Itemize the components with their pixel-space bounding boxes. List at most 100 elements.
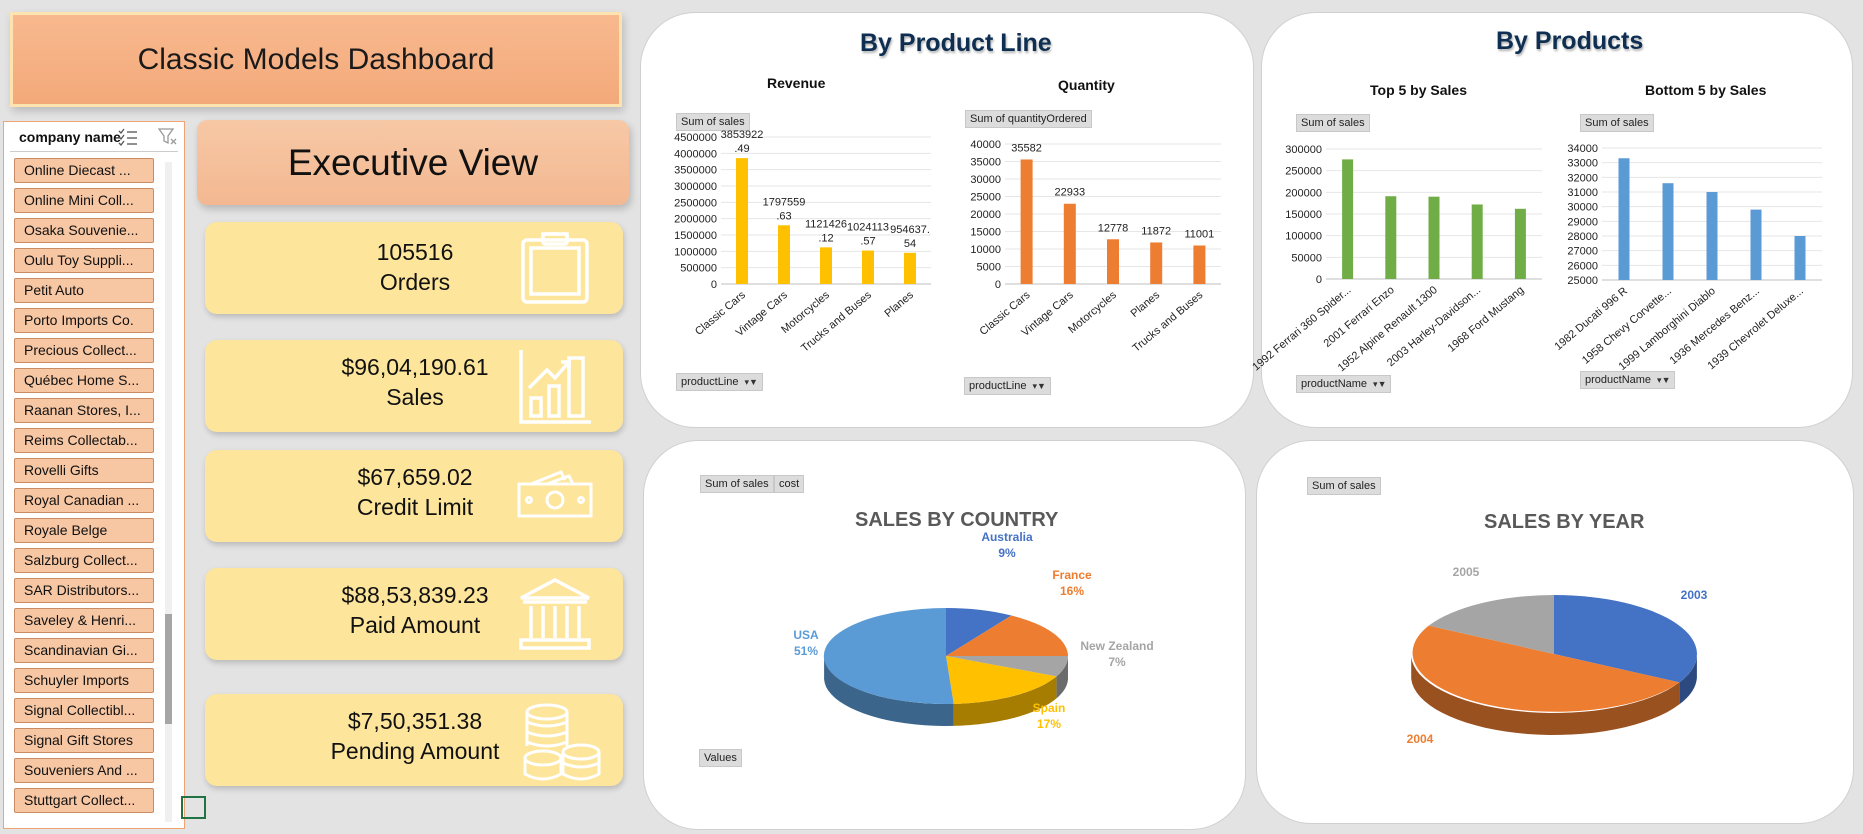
- slicer-item[interactable]: Souveniers And ...: [14, 758, 154, 783]
- y-tick-label: 0: [995, 279, 1001, 291]
- slicer-header: company name: [10, 122, 178, 152]
- pie-slice: [1428, 595, 1554, 654]
- dropdown-filter-icon: ▾▼: [1032, 381, 1046, 391]
- slicer-item[interactable]: Royal Canadian ...: [14, 488, 154, 513]
- slicer-item[interactable]: Salzburg Collect...: [14, 548, 154, 573]
- pie-slice: [946, 615, 1068, 656]
- bar: [1193, 245, 1206, 284]
- kpi-paid-amount-card: $88,53,839.23 Paid Amount: [205, 568, 623, 660]
- bottom5-chart-title: Bottom 5 by Sales: [1645, 82, 1767, 98]
- y-tick-label: 2000000: [674, 214, 717, 226]
- slicer-item[interactable]: Raanan Stores, I...: [14, 398, 154, 423]
- bar: [736, 158, 748, 284]
- bar: [1750, 209, 1762, 280]
- y-tick-label: 25000: [1567, 275, 1598, 287]
- slicer-item[interactable]: Saveley & Henri...: [14, 608, 154, 633]
- y-tick-label: 28000: [1567, 231, 1598, 243]
- y-tick-label: 50000: [1291, 252, 1322, 264]
- bar: [1342, 159, 1354, 279]
- quantity-value-field-button[interactable]: Sum of quantityOrdered: [965, 110, 1092, 128]
- data-label: 3853922: [721, 129, 764, 141]
- bar: [904, 252, 916, 284]
- kpi-value: $88,53,839.23: [341, 582, 489, 608]
- slicer-scroll-thumb[interactable]: [165, 614, 172, 724]
- kpi-pending-amount-card: $7,50,351.38 Pending Amount: [205, 694, 623, 786]
- slicer-item[interactable]: Reims Collectab...: [14, 428, 154, 453]
- pie-percent: 51%: [794, 644, 818, 658]
- slicer-item[interactable]: Québec Home S...: [14, 368, 154, 393]
- pie-label: 2003: [1681, 588, 1708, 602]
- filter-label: productLine: [681, 376, 739, 388]
- slicer-item[interactable]: Royale Belge: [14, 518, 154, 543]
- bar: [820, 247, 832, 284]
- slicer-item[interactable]: Scandinavian Gi...: [14, 638, 154, 663]
- bar: [1063, 203, 1076, 284]
- slicer-item[interactable]: Signal Gift Stores: [14, 728, 154, 753]
- slicer-item[interactable]: Online Diecast ...: [14, 158, 154, 183]
- y-tick-label: 32000: [1567, 172, 1598, 184]
- data-label: 12778: [1098, 222, 1129, 234]
- slicer-item[interactable]: Stuttgart Collect...: [14, 788, 154, 813]
- pie-label: 2005: [1453, 565, 1480, 579]
- slicer-item[interactable]: SAR Distributors...: [14, 578, 154, 603]
- pie-percent: 7%: [1108, 655, 1126, 669]
- selected-cell[interactable]: [181, 796, 206, 819]
- country-cost-field-button[interactable]: cost: [774, 475, 805, 493]
- multi-select-icon[interactable]: [118, 128, 138, 146]
- quantity-productline-filter-button[interactable]: productLine ▾▼: [964, 377, 1051, 395]
- bar: [1471, 204, 1483, 279]
- slicer-item[interactable]: Rovelli Gifts: [14, 458, 154, 483]
- data-label: 22933: [1055, 187, 1086, 199]
- slicer-item[interactable]: Precious Collect...: [14, 338, 154, 363]
- y-tick-label: 4000000: [674, 148, 717, 160]
- bottom5-value-field-button[interactable]: Sum of sales: [1580, 114, 1654, 132]
- y-tick-label: 2500000: [674, 197, 717, 209]
- executive-view-banner: Executive View: [197, 120, 629, 205]
- company-name-slicer[interactable]: company name Online Diecast ... Online Mi…: [3, 121, 185, 829]
- x-tick-label: Motorcycles: [1066, 289, 1119, 336]
- filter-label: productName: [1585, 374, 1652, 386]
- top5-productname-filter-button[interactable]: productName ▾▼: [1296, 375, 1392, 393]
- data-label: 1121426: [805, 218, 847, 230]
- top5-value-field-button[interactable]: Sum of sales: [1296, 114, 1370, 132]
- by-products-panel: By Products Top 5 by Sales Bottom 5 by S…: [1250, 12, 1853, 428]
- top5-bar-chart: 0500001000001500002000002500003000001992…: [1250, 144, 1542, 374]
- sales-by-country-panel: Sum of sales cost Values SALES BY COUNTR…: [643, 440, 1246, 830]
- bottom5-productname-filter-button[interactable]: productName ▾▼: [1580, 371, 1676, 389]
- pie-label: Australia: [981, 530, 1033, 544]
- slicer-item[interactable]: Porto Imports Co.: [14, 308, 154, 333]
- data-label: 54: [904, 238, 916, 250]
- bar: [1794, 236, 1806, 280]
- data-label: 11001: [1185, 228, 1215, 240]
- y-tick-label: 26000: [1567, 260, 1598, 272]
- dropdown-filter-icon: ▾▼: [744, 377, 758, 387]
- executive-view-label: Executive View: [287, 141, 539, 183]
- values-button[interactable]: Values: [699, 749, 742, 767]
- pie-label: USA: [793, 628, 819, 642]
- y-tick-label: 25000: [970, 192, 1001, 204]
- y-tick-label: 30000: [970, 174, 1001, 186]
- pie-slice: [1554, 595, 1697, 683]
- sales-by-year-pie: 2003 2004 2005: [1407, 565, 1708, 746]
- data-label: .63: [776, 210, 791, 222]
- revenue-chart-title: Revenue: [767, 75, 826, 91]
- country-value-field-button[interactable]: Sum of sales: [700, 475, 774, 493]
- slicer-item[interactable]: Signal Collectibl...: [14, 698, 154, 723]
- panel-title: By Products: [1496, 27, 1644, 55]
- revenue-productline-filter-button[interactable]: productLine ▾▼: [676, 373, 763, 391]
- slicer-item[interactable]: Schuyler Imports: [14, 668, 154, 693]
- year-value-field-button[interactable]: Sum of sales: [1307, 477, 1381, 495]
- revenue-value-field-button[interactable]: Sum of sales: [676, 113, 750, 131]
- data-label: .49: [734, 143, 749, 155]
- slicer-item[interactable]: Petit Auto: [14, 278, 154, 303]
- filter-label: productName: [1301, 378, 1368, 390]
- slicer-item[interactable]: Oulu Toy Suppli...: [14, 248, 154, 273]
- slicer-item[interactable]: Osaka Souvenie...: [14, 218, 154, 243]
- data-label: 11872: [1141, 225, 1171, 237]
- kpi-label: Orders: [379, 269, 451, 295]
- y-tick-label: 1000000: [674, 246, 717, 258]
- clipboard-icon: [517, 230, 593, 306]
- clear-filter-icon[interactable]: [157, 128, 178, 146]
- slicer-item[interactable]: Online Mini Coll...: [14, 188, 154, 213]
- slicer-scrollbar[interactable]: [165, 162, 172, 822]
